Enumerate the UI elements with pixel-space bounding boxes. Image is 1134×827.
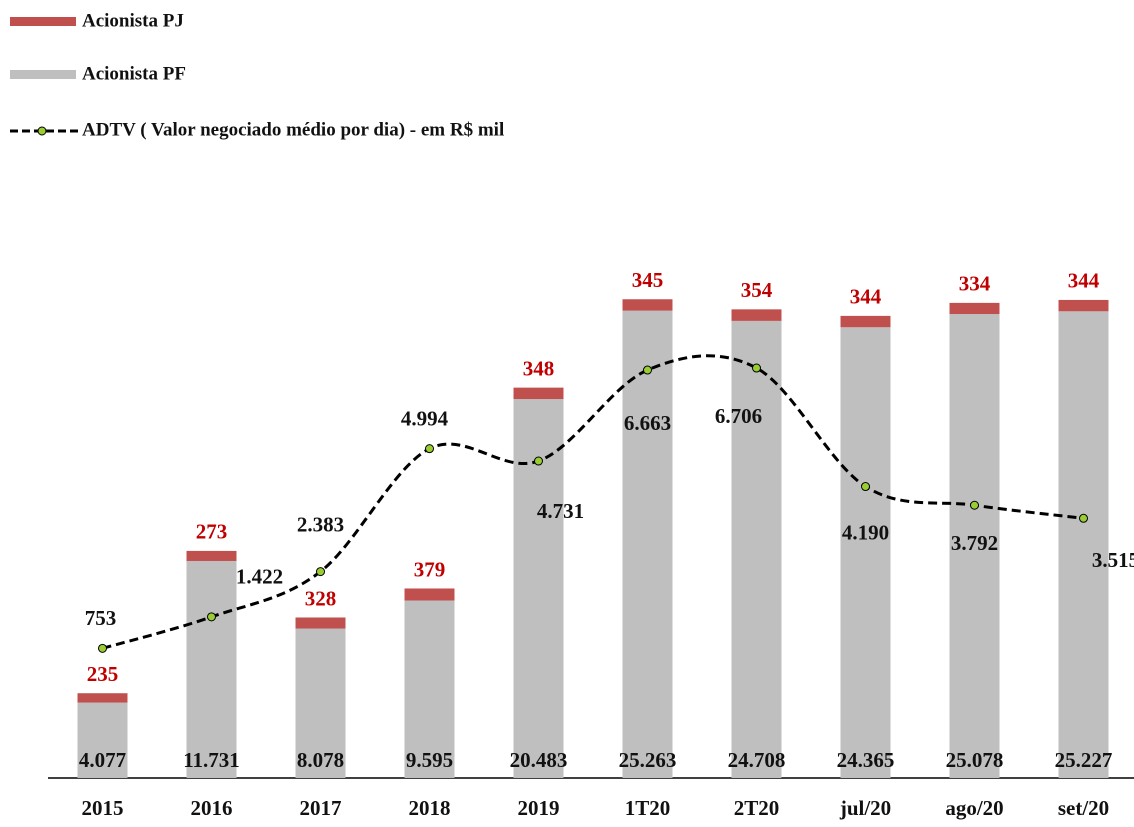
bar <box>731 320 782 778</box>
legend: Acionista PJ Acionista PF ADTV ( Valor n… <box>10 10 504 140</box>
data-label: 348 <box>523 356 555 380</box>
data-label: 6.663 <box>624 411 671 435</box>
bar <box>295 617 346 629</box>
data-label: 328 <box>305 586 337 610</box>
data-label: 6.706 <box>715 404 762 428</box>
data-label: 334 <box>959 272 991 296</box>
legend-label: Acionista PJ <box>82 10 184 31</box>
x-tick-label: 2016 <box>191 796 233 820</box>
line-marker <box>534 456 543 466</box>
data-label: 25.227 <box>1055 748 1113 772</box>
data-label: 4.994 <box>401 406 449 430</box>
legend-label: Acionista PF <box>82 63 186 84</box>
data-label: 11.731 <box>183 748 240 772</box>
data-label: 344 <box>1068 269 1100 293</box>
data-label: 3.515 <box>1092 548 1134 572</box>
x-tick-label: 2018 <box>409 796 451 820</box>
line-marker <box>752 363 761 373</box>
bar <box>513 399 564 778</box>
data-label: 4.731 <box>537 499 584 523</box>
line-marker <box>643 365 652 375</box>
data-label: 8.078 <box>297 748 344 772</box>
data-label: 9.595 <box>406 748 453 772</box>
x-tick-label: 2019 <box>518 796 560 820</box>
data-label: 753 <box>85 606 117 630</box>
data-label: 235 <box>87 662 119 686</box>
legend-marker <box>37 126 47 136</box>
legend-swatch <box>10 70 76 79</box>
bar <box>1058 299 1109 312</box>
bar <box>622 310 673 778</box>
x-tick-label: set/20 <box>1058 796 1109 820</box>
data-label: 24.708 <box>728 748 786 772</box>
line-marker <box>861 482 870 492</box>
line-marker <box>98 643 107 653</box>
data-label: 273 <box>196 520 228 544</box>
legend-swatch <box>10 17 76 26</box>
data-label: 24.365 <box>837 748 895 772</box>
data-label: 2.383 <box>297 512 344 536</box>
data-label: 20.483 <box>510 748 568 772</box>
x-tick-label: 2T20 <box>734 796 780 820</box>
x-tick-label: 1T20 <box>625 796 671 820</box>
data-label: 345 <box>632 268 664 292</box>
bar <box>622 299 673 311</box>
line-marker <box>1079 513 1088 523</box>
line-marker <box>316 567 325 577</box>
data-label: 4.077 <box>79 748 126 772</box>
x-tick-label: 2015 <box>82 796 124 820</box>
bar <box>731 309 782 321</box>
bar <box>186 550 237 561</box>
bar <box>295 628 346 778</box>
bar <box>513 387 564 400</box>
x-tick-label: jul/20 <box>839 796 891 820</box>
bar <box>77 702 128 778</box>
bar <box>949 314 1000 778</box>
bar <box>840 327 891 778</box>
line-marker <box>207 612 216 622</box>
data-label: 1.422 <box>236 565 283 589</box>
bar <box>77 693 128 703</box>
x-tick-label: 2017 <box>300 796 342 820</box>
bar <box>186 560 237 778</box>
line-marker <box>425 444 434 454</box>
data-label: 25.078 <box>946 748 1004 772</box>
data-label: 3.792 <box>951 531 998 555</box>
data-label: 4.190 <box>842 520 889 544</box>
bar <box>404 588 455 601</box>
bar <box>840 315 891 328</box>
bar <box>1058 311 1109 778</box>
data-label: 344 <box>850 285 882 309</box>
line <box>102 354 1084 650</box>
legend-label: ADTV ( Valor negociado médio por dia) - … <box>82 119 504 140</box>
data-label: 354 <box>741 278 773 302</box>
bar <box>404 600 455 778</box>
x-tick-label: ago/20 <box>945 796 1003 820</box>
data-label: 379 <box>414 557 446 581</box>
bar <box>949 302 1000 315</box>
data-label: 25.263 <box>619 748 677 772</box>
line-marker <box>970 500 979 510</box>
